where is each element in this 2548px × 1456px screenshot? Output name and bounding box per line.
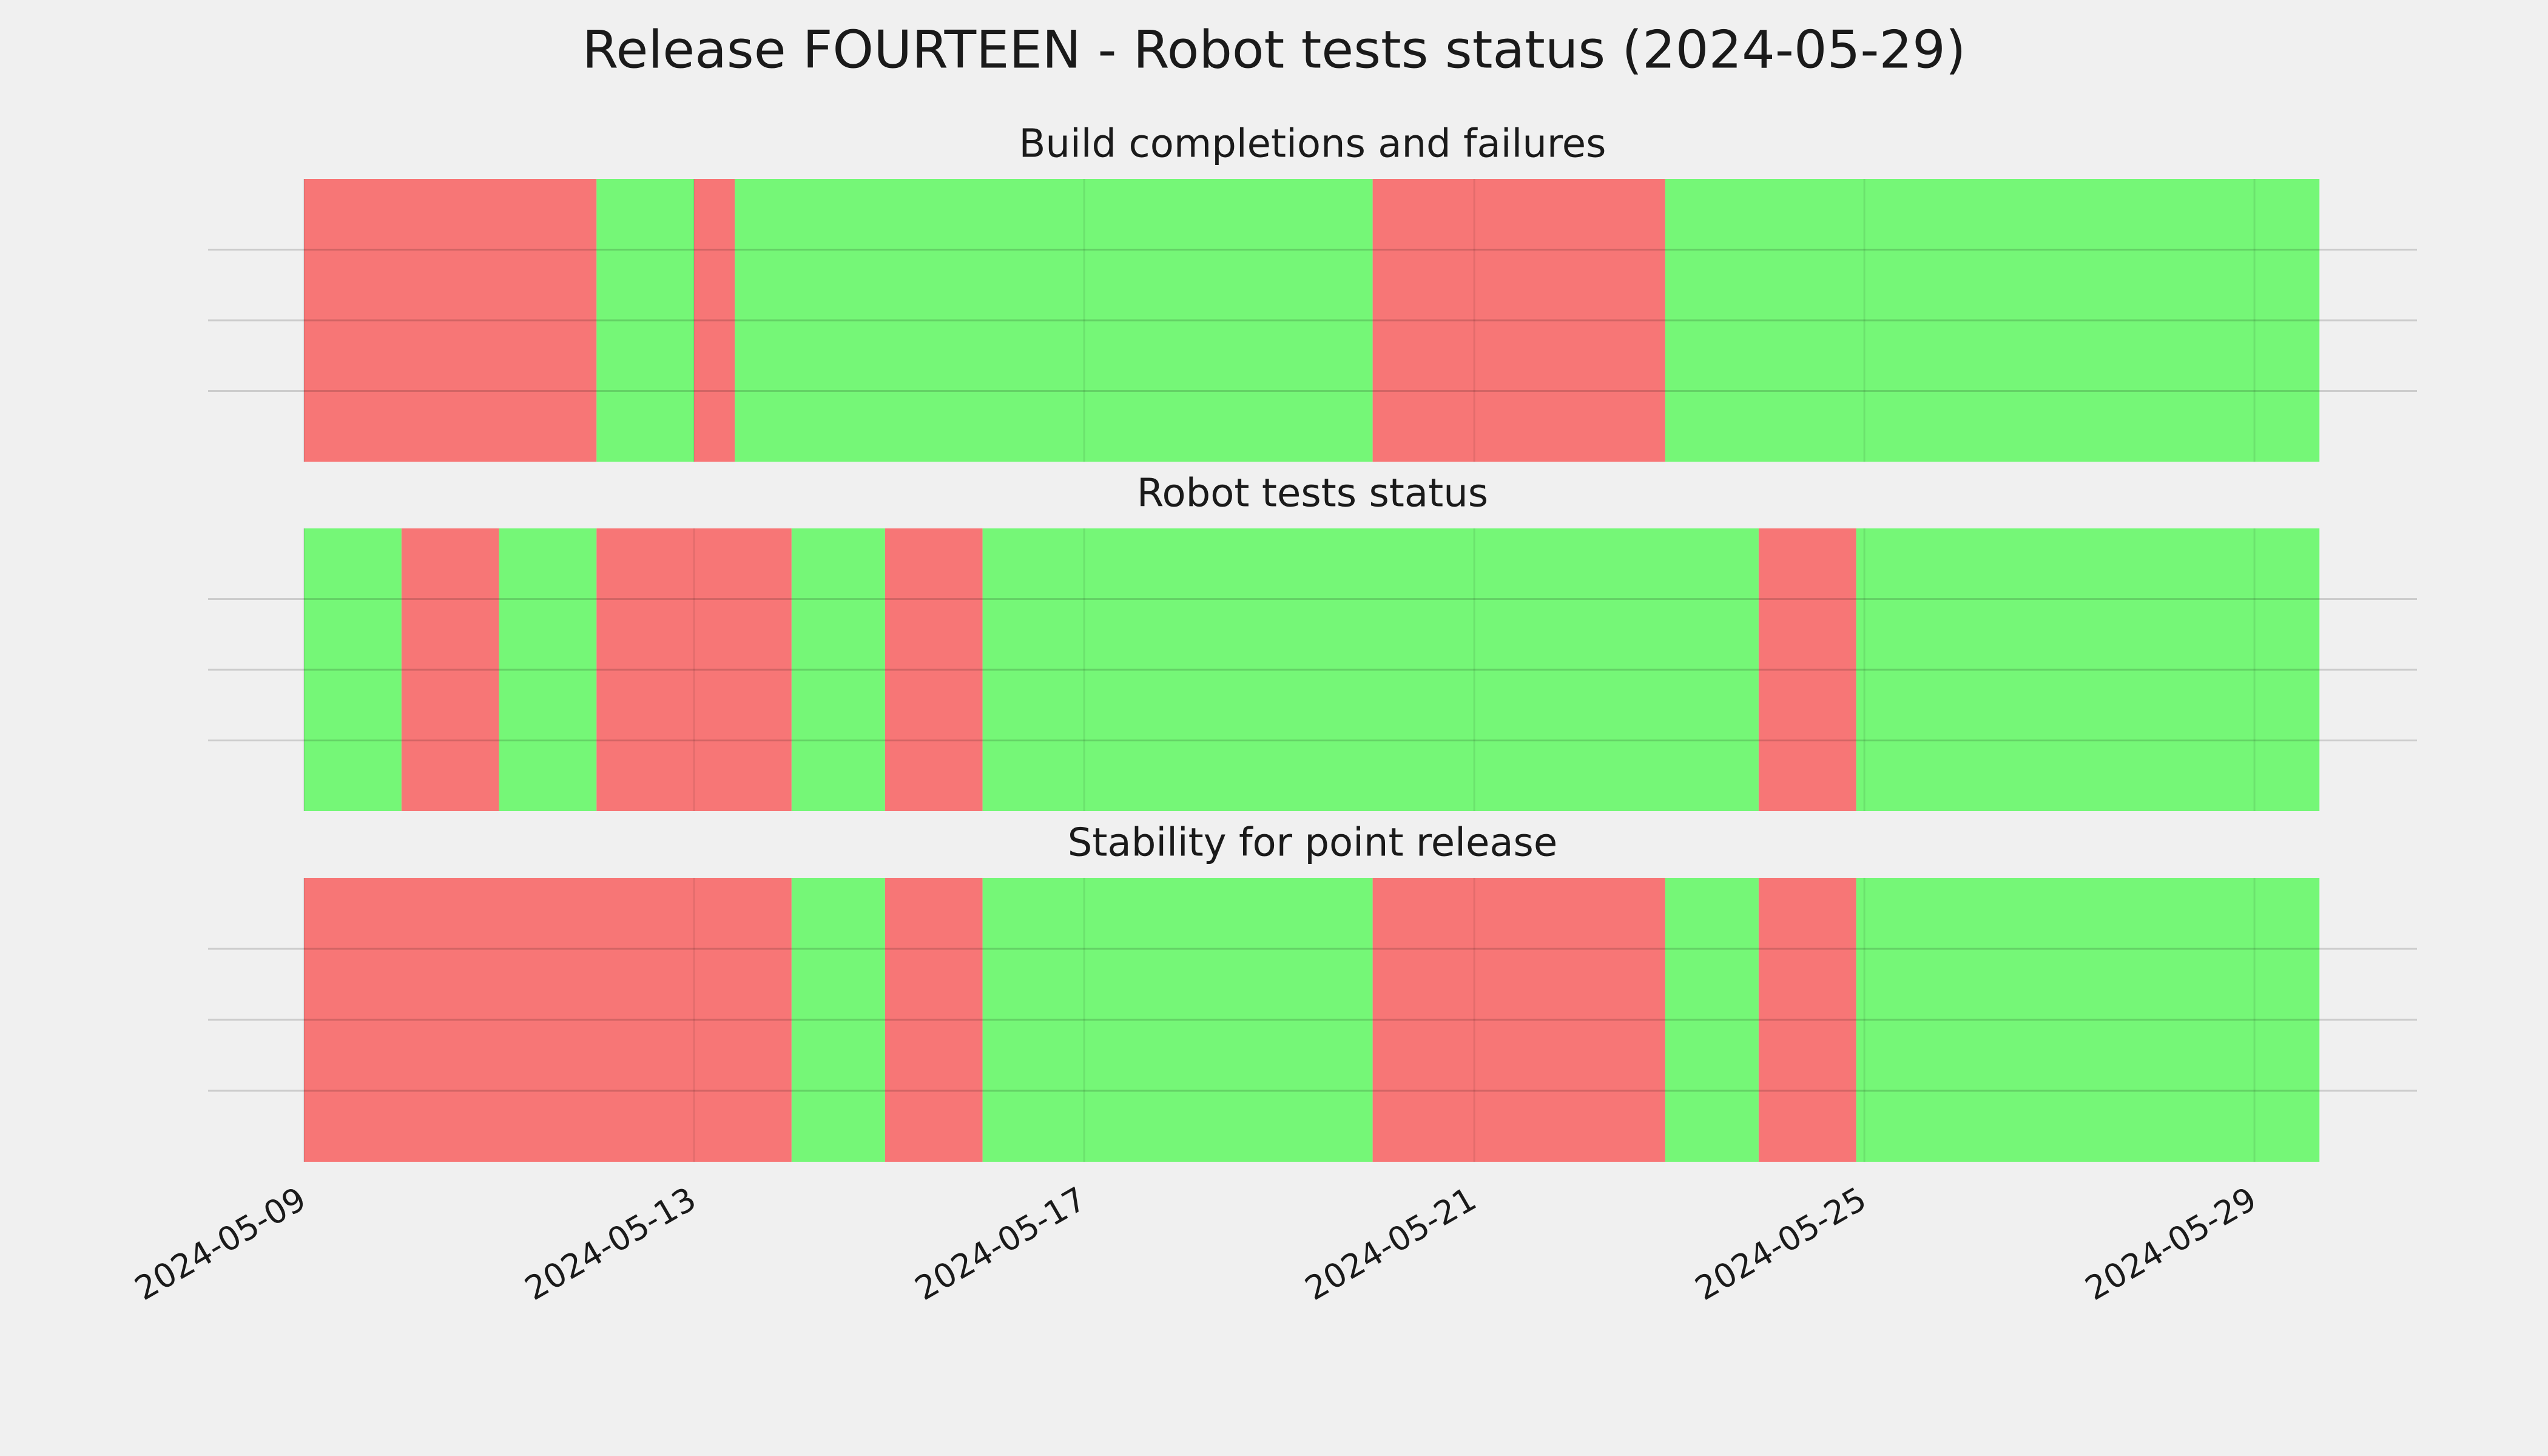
chart-title: Release FOURTEEN - Robot tests status (2… [582,19,1966,80]
status-span [596,528,792,811]
status-span [1372,179,1665,462]
status-span [304,878,792,1162]
status-span [401,528,499,811]
status-span [1665,878,1759,1162]
status-span [1856,878,2320,1162]
status-span [1758,528,1856,811]
status-span [885,878,983,1162]
status-span [791,528,885,811]
status-span [1665,179,2320,462]
status-span [499,528,597,811]
status-span [1758,878,1856,1162]
subplot-title: Build completions and failures [1019,122,1606,167]
status-span [304,528,402,811]
status-span [1856,528,2320,811]
subplot-title: Stability for point release [1068,821,1558,866]
status-span [596,179,695,462]
status-span [982,528,1759,811]
status-span [791,878,885,1162]
status-span [885,528,983,811]
status-span [694,179,735,462]
status-span [735,179,1373,462]
status-span [1372,878,1665,1162]
status-span [304,179,597,462]
subplot-title: Robot tests status [1137,471,1488,516]
status-span [982,878,1373,1162]
